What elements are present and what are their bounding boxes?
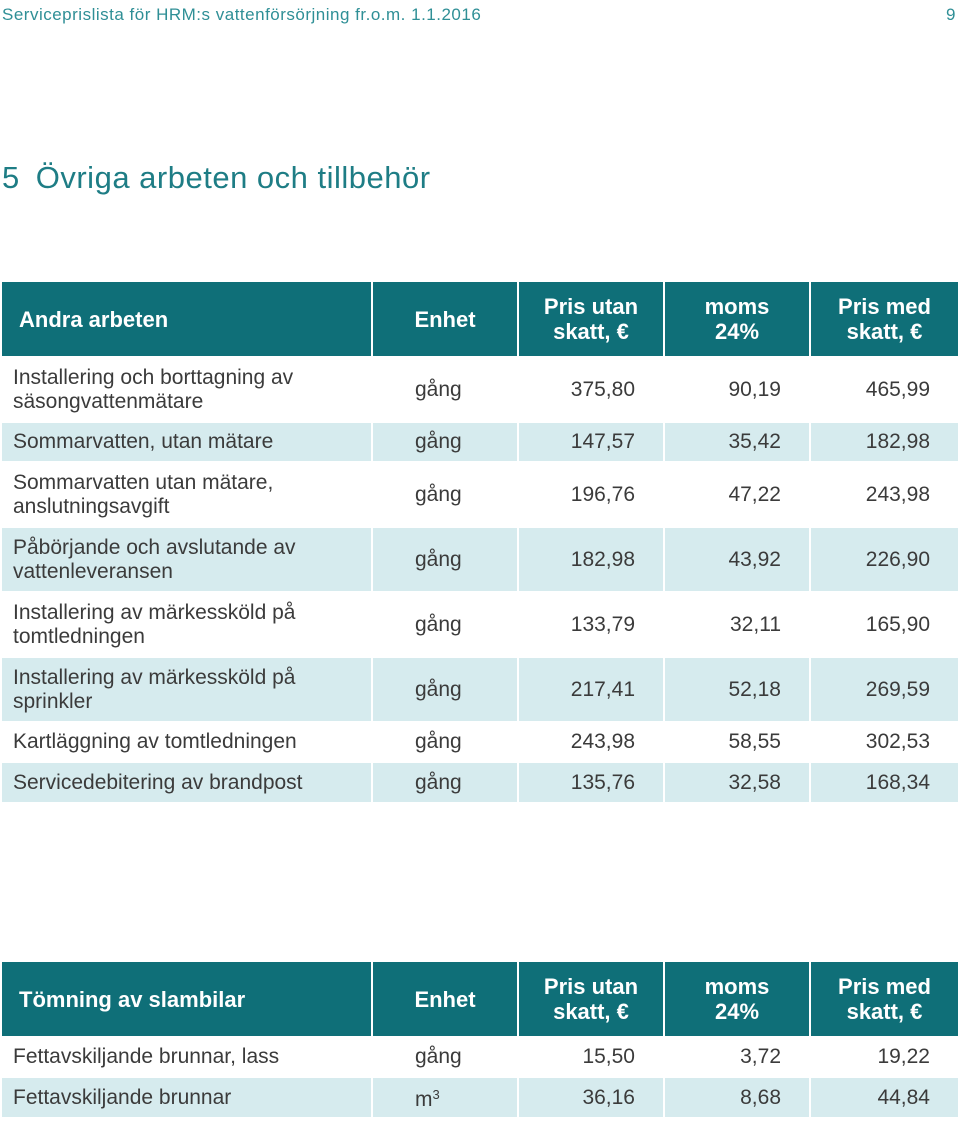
section-number: 5 <box>2 160 20 195</box>
unit-exponent: 3 <box>432 1087 440 1102</box>
row-vat: 3,72 <box>664 1036 811 1077</box>
row-description: Servicedebitering av brandpost <box>2 761 373 802</box>
row-gross-price: 19,22 <box>810 1036 958 1077</box>
table-row: Servicedebitering av brandpost gång 135,… <box>2 761 958 802</box>
row-unit: gång <box>372 761 519 802</box>
row-net-price: 147,57 <box>518 421 665 462</box>
col-unit-header: Enhet <box>372 282 519 357</box>
row-description: Sommarvatten, utan mätare <box>2 421 373 462</box>
row-net-price: 182,98 <box>518 526 665 592</box>
table-row: Fettavskiljande brunnar m3 36,16 8,68 44… <box>2 1076 958 1117</box>
table-row: Kartläggning av tomtledningen gång 243,9… <box>2 721 958 762</box>
row-description: Installering av märkessköld på tomtledni… <box>2 591 373 657</box>
table-row: Installering av märkessköld på sprinkler… <box>2 656 958 722</box>
row-gross-price: 243,98 <box>810 461 958 527</box>
row-unit: gång <box>372 356 519 422</box>
row-net-price: 135,76 <box>518 761 665 802</box>
row-gross-price: 165,90 <box>810 591 958 657</box>
row-vat: 32,11 <box>664 591 811 657</box>
section-heading: Övriga arbeten och tillbehör <box>35 160 431 195</box>
row-net-price: 196,76 <box>518 461 665 527</box>
row-vat: 90,19 <box>664 356 811 422</box>
row-description: Installering och borttagning av säsongva… <box>2 356 373 422</box>
col-vat-header: moms 24% <box>664 282 811 357</box>
table-row: Påbörjande och avslutande av vattenlever… <box>2 526 958 592</box>
row-description: Installering av märkessköld på sprinkler <box>2 656 373 722</box>
row-unit: gång <box>372 421 519 462</box>
row-vat: 32,58 <box>664 761 811 802</box>
col-vat-header: moms 24% <box>664 962 811 1037</box>
table-row: Sommarvatten utan mätare, anslutningsavg… <box>2 461 958 527</box>
row-vat: 35,42 <box>664 421 811 462</box>
col-net-price-header: Pris utan skatt, € <box>518 962 665 1037</box>
row-unit: gång <box>372 526 519 592</box>
row-gross-price: 44,84 <box>810 1076 958 1117</box>
unit-base: m <box>415 1088 433 1111</box>
row-gross-price: 465,99 <box>810 356 958 422</box>
table-row: Fettavskiljande brunnar, lass gång 15,50… <box>2 1036 958 1077</box>
row-gross-price: 226,90 <box>810 526 958 592</box>
row-description: Fettavskiljande brunnar <box>2 1076 373 1117</box>
row-vat: 43,92 <box>664 526 811 592</box>
row-unit: gång <box>372 461 519 527</box>
row-unit: m3 <box>372 1076 519 1117</box>
row-net-price: 243,98 <box>518 721 665 762</box>
row-vat: 8,68 <box>664 1076 811 1117</box>
running-title: Serviceprislista för HRM:s vattenförsörj… <box>2 5 482 24</box>
row-net-price: 15,50 <box>518 1036 665 1077</box>
table-header-row: Andra arbeten Enhet Pris utan skatt, € m… <box>2 282 958 357</box>
row-net-price: 217,41 <box>518 656 665 722</box>
row-gross-price: 302,53 <box>810 721 958 762</box>
table-row: Sommarvatten, utan mätare gång 147,57 35… <box>2 421 958 462</box>
other-works-table: Andra arbeten Enhet Pris utan skatt, € m… <box>2 282 958 802</box>
table-row: Installering av märkessköld på tomtledni… <box>2 591 958 657</box>
col-unit-header: Enhet <box>372 962 519 1037</box>
row-vat: 47,22 <box>664 461 811 527</box>
row-description: Kartläggning av tomtledningen <box>2 721 373 762</box>
row-unit: gång <box>372 591 519 657</box>
table-heading: Andra arbeten <box>2 282 373 357</box>
row-net-price: 133,79 <box>518 591 665 657</box>
table-row: Installering och borttagning av säsongva… <box>2 356 958 422</box>
row-gross-price: 168,34 <box>810 761 958 802</box>
col-gross-price-header: Pris med skatt, € <box>810 962 958 1037</box>
row-unit: gång <box>372 721 519 762</box>
row-vat: 52,18 <box>664 656 811 722</box>
sludge-truck-table: Tömning av slambilar Enhet Pris utan ska… <box>2 962 958 1117</box>
row-description: Sommarvatten utan mätare, anslutningsavg… <box>2 461 373 527</box>
row-description: Fettavskiljande brunnar, lass <box>2 1036 373 1077</box>
running-header: Serviceprislista för HRM:s vattenförsörj… <box>2 5 956 29</box>
table-heading: Tömning av slambilar <box>2 962 373 1037</box>
row-vat: 58,55 <box>664 721 811 762</box>
table-header-row: Tömning av slambilar Enhet Pris utan ska… <box>2 962 958 1037</box>
row-gross-price: 182,98 <box>810 421 958 462</box>
row-net-price: 36,16 <box>518 1076 665 1117</box>
row-unit: gång <box>372 656 519 722</box>
page-number: 9 <box>946 5 956 24</box>
section-title: 5 Övriga arbeten och tillbehör <box>2 160 431 196</box>
col-gross-price-header: Pris med skatt, € <box>810 282 958 357</box>
col-net-price-header: Pris utan skatt, € <box>518 282 665 357</box>
row-gross-price: 269,59 <box>810 656 958 722</box>
row-unit: gång <box>372 1036 519 1077</box>
row-description: Påbörjande och avslutande av vattenlever… <box>2 526 373 592</box>
row-net-price: 375,80 <box>518 356 665 422</box>
